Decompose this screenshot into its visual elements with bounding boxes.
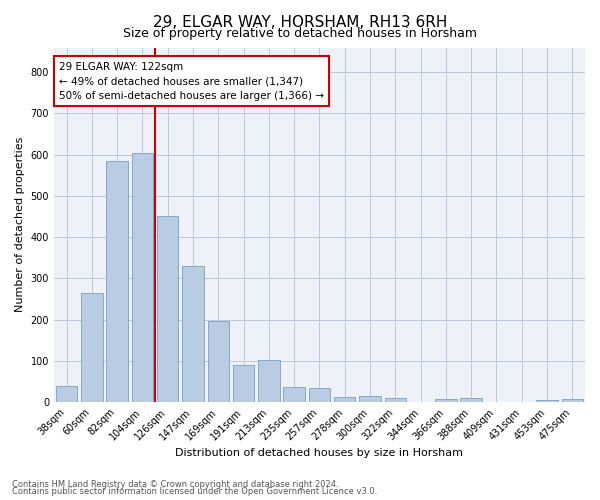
Bar [56,386,77,402]
Bar [536,400,558,402]
Text: Contains HM Land Registry data © Crown copyright and database right 2024.: Contains HM Land Registry data © Crown c… [12,480,338,489]
Bar [208,321,229,402]
X-axis label: Distribution of detached houses by size in Horsham: Distribution of detached houses by size … [175,448,463,458]
Bar [385,398,406,402]
Bar [131,154,153,402]
Bar [435,399,457,402]
Bar [562,399,583,402]
Bar [460,398,482,402]
Text: Contains public sector information licensed under the Open Government Licence v3: Contains public sector information licen… [12,487,377,496]
Bar [157,216,178,402]
Text: 29, ELGAR WAY, HORSHAM, RH13 6RH: 29, ELGAR WAY, HORSHAM, RH13 6RH [153,15,447,30]
Bar [258,360,280,402]
Bar [81,293,103,402]
Bar [334,396,355,402]
Bar [182,266,204,402]
Bar [283,387,305,402]
Bar [309,388,330,402]
Bar [106,161,128,402]
Bar [233,365,254,402]
Y-axis label: Number of detached properties: Number of detached properties [15,137,25,312]
Text: Size of property relative to detached houses in Horsham: Size of property relative to detached ho… [123,28,477,40]
Text: 29 ELGAR WAY: 122sqm
← 49% of detached houses are smaller (1,347)
50% of semi-de: 29 ELGAR WAY: 122sqm ← 49% of detached h… [59,62,324,102]
Bar [359,396,381,402]
